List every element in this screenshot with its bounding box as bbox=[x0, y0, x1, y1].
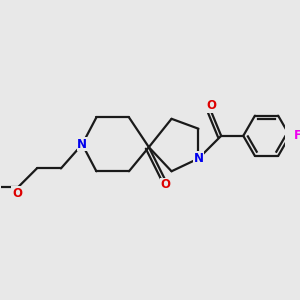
Text: F: F bbox=[294, 129, 300, 142]
Text: O: O bbox=[206, 99, 216, 112]
Text: N: N bbox=[77, 138, 87, 151]
Text: N: N bbox=[194, 152, 203, 165]
Text: O: O bbox=[160, 178, 170, 191]
Text: O: O bbox=[12, 187, 22, 200]
